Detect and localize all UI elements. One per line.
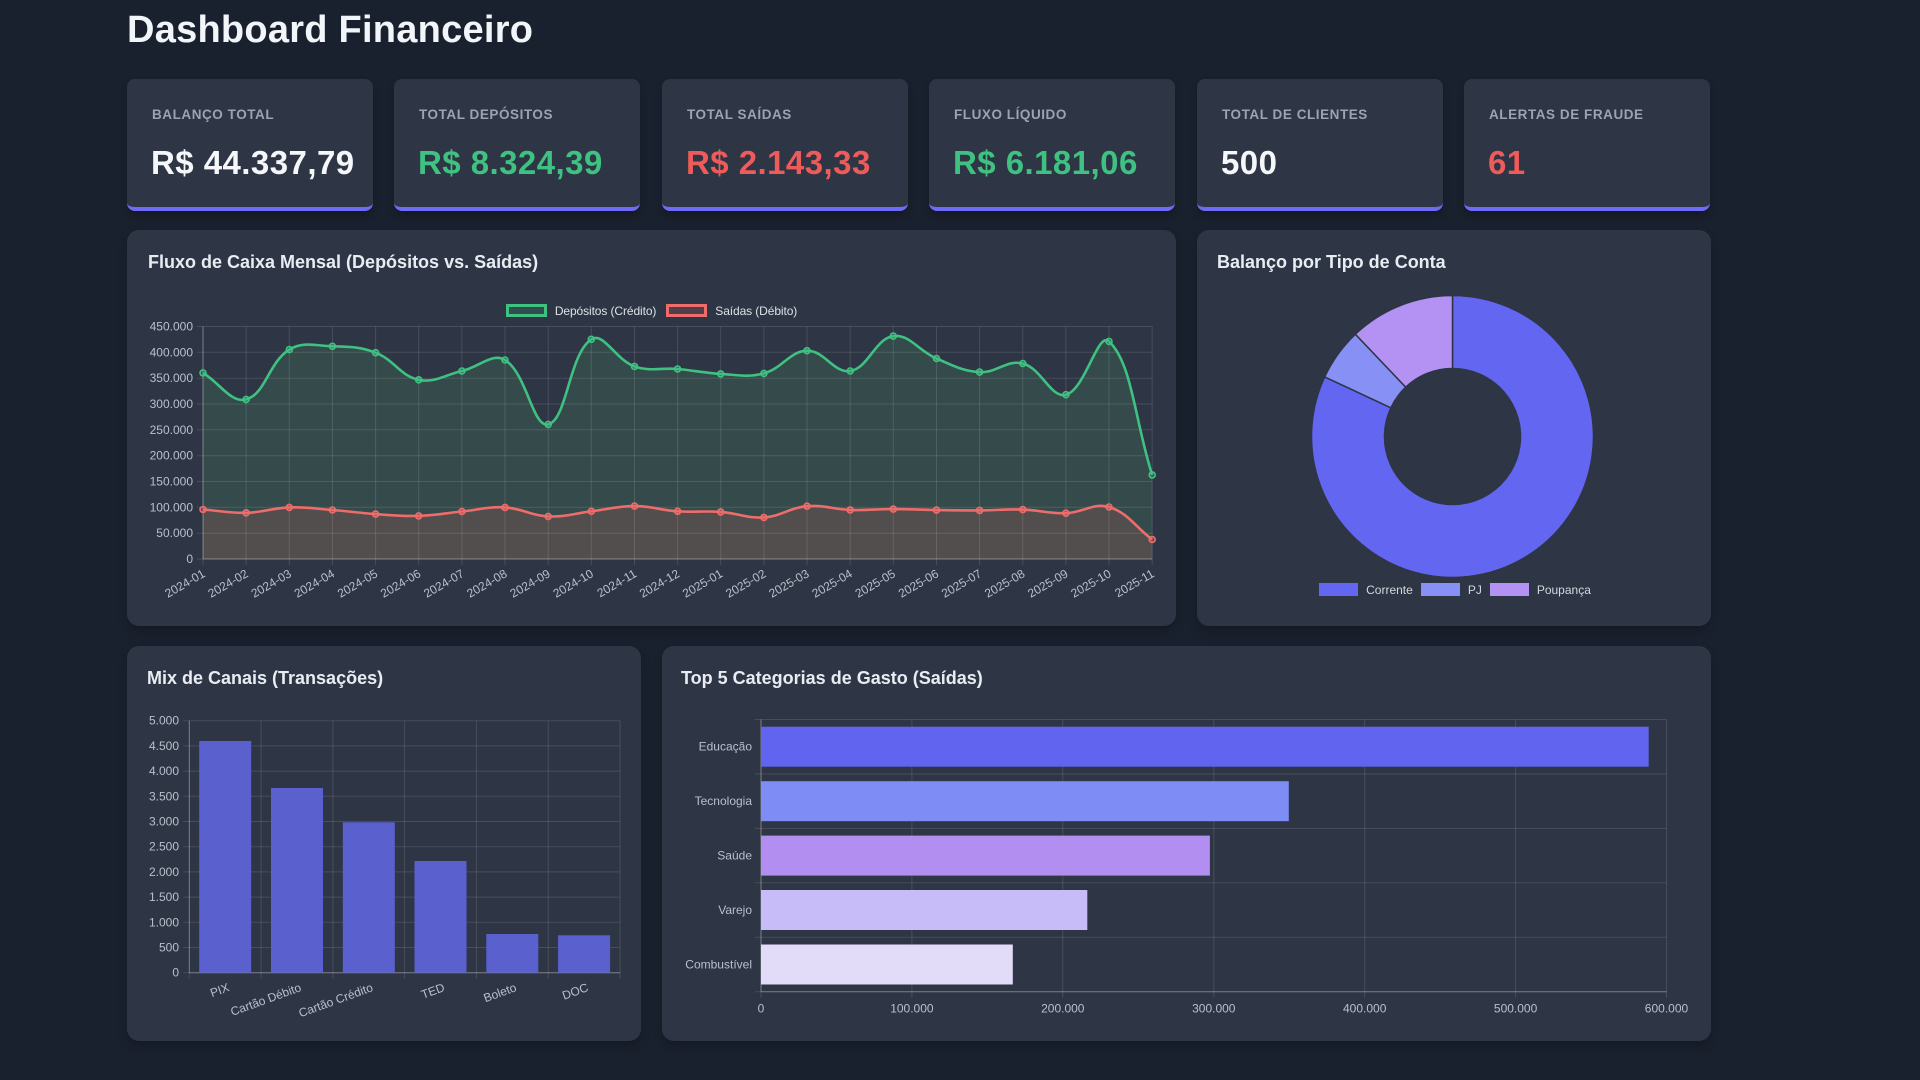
svg-text:200.000: 200.000: [1041, 1002, 1085, 1016]
svg-text:3.500: 3.500: [149, 789, 179, 803]
svg-text:2024-07: 2024-07: [421, 566, 466, 600]
svg-text:2025-07: 2025-07: [939, 566, 984, 600]
svg-text:2024-12: 2024-12: [637, 566, 682, 600]
svg-text:2025-02: 2025-02: [723, 566, 768, 600]
svg-text:100.000: 100.000: [150, 500, 194, 514]
svg-text:TED: TED: [419, 980, 447, 1001]
svg-text:2025-08: 2025-08: [982, 566, 1027, 600]
svg-text:2024-10: 2024-10: [551, 566, 596, 600]
svg-text:0: 0: [758, 1002, 765, 1016]
svg-text:1.500: 1.500: [149, 890, 179, 904]
svg-text:DOC: DOC: [560, 980, 590, 1002]
svg-text:400.000: 400.000: [1343, 1002, 1387, 1016]
svg-text:Boleto: Boleto: [482, 980, 519, 1005]
svg-text:600.000: 600.000: [1645, 1002, 1689, 1016]
svg-text:2024-09: 2024-09: [508, 566, 553, 600]
svg-text:500: 500: [159, 941, 179, 955]
svg-text:2025-04: 2025-04: [810, 566, 855, 600]
svg-text:0: 0: [186, 552, 193, 566]
svg-text:0: 0: [172, 966, 179, 980]
svg-text:450.000: 450.000: [150, 320, 194, 334]
svg-text:Saúde: Saúde: [717, 849, 752, 863]
svg-text:1.000: 1.000: [149, 915, 179, 929]
svg-text:Varejo: Varejo: [718, 903, 752, 917]
svg-text:300.000: 300.000: [1192, 1002, 1236, 1016]
svg-text:2.500: 2.500: [149, 840, 179, 854]
svg-text:2024-11: 2024-11: [595, 566, 640, 600]
svg-text:2024-03: 2024-03: [249, 566, 294, 600]
svg-text:2025-01: 2025-01: [680, 566, 725, 600]
svg-text:2025-06: 2025-06: [896, 566, 941, 600]
svg-text:Tecnologia: Tecnologia: [695, 794, 753, 808]
svg-text:3.000: 3.000: [149, 815, 179, 829]
svg-text:PIX: PIX: [208, 980, 231, 1000]
svg-text:2024-06: 2024-06: [378, 566, 423, 600]
svg-text:4.500: 4.500: [149, 739, 179, 753]
svg-text:2024-05: 2024-05: [335, 566, 380, 600]
svg-text:2024-04: 2024-04: [292, 566, 337, 600]
svg-text:500.000: 500.000: [1494, 1002, 1538, 1016]
svg-text:2025-10: 2025-10: [1068, 566, 1113, 600]
svg-text:2025-09: 2025-09: [1025, 566, 1070, 600]
svg-text:2.000: 2.000: [149, 865, 179, 879]
svg-text:150.000: 150.000: [150, 475, 194, 489]
svg-text:50.000: 50.000: [156, 526, 193, 540]
svg-text:250.000: 250.000: [150, 423, 194, 437]
svg-text:2025-03: 2025-03: [766, 566, 811, 600]
svg-text:2024-08: 2024-08: [464, 566, 509, 600]
svg-text:2025-11: 2025-11: [1112, 566, 1157, 600]
svg-text:Educação: Educação: [699, 740, 753, 754]
svg-text:2025-05: 2025-05: [853, 566, 898, 600]
svg-text:350.000: 350.000: [150, 371, 194, 385]
svg-text:200.000: 200.000: [150, 449, 194, 463]
svg-text:100.000: 100.000: [890, 1002, 934, 1016]
svg-text:400.000: 400.000: [150, 345, 194, 359]
svg-text:5.000: 5.000: [149, 714, 179, 728]
svg-text:2024-02: 2024-02: [205, 566, 250, 600]
svg-text:300.000: 300.000: [150, 397, 194, 411]
svg-text:Cartão Débito: Cartão Débito: [229, 980, 304, 1019]
svg-text:4.000: 4.000: [149, 764, 179, 778]
svg-text:2024-01: 2024-01: [162, 566, 207, 600]
svg-text:Combustível: Combustível: [685, 958, 752, 972]
svg-text:Cartão Crédito: Cartão Crédito: [297, 980, 375, 1020]
